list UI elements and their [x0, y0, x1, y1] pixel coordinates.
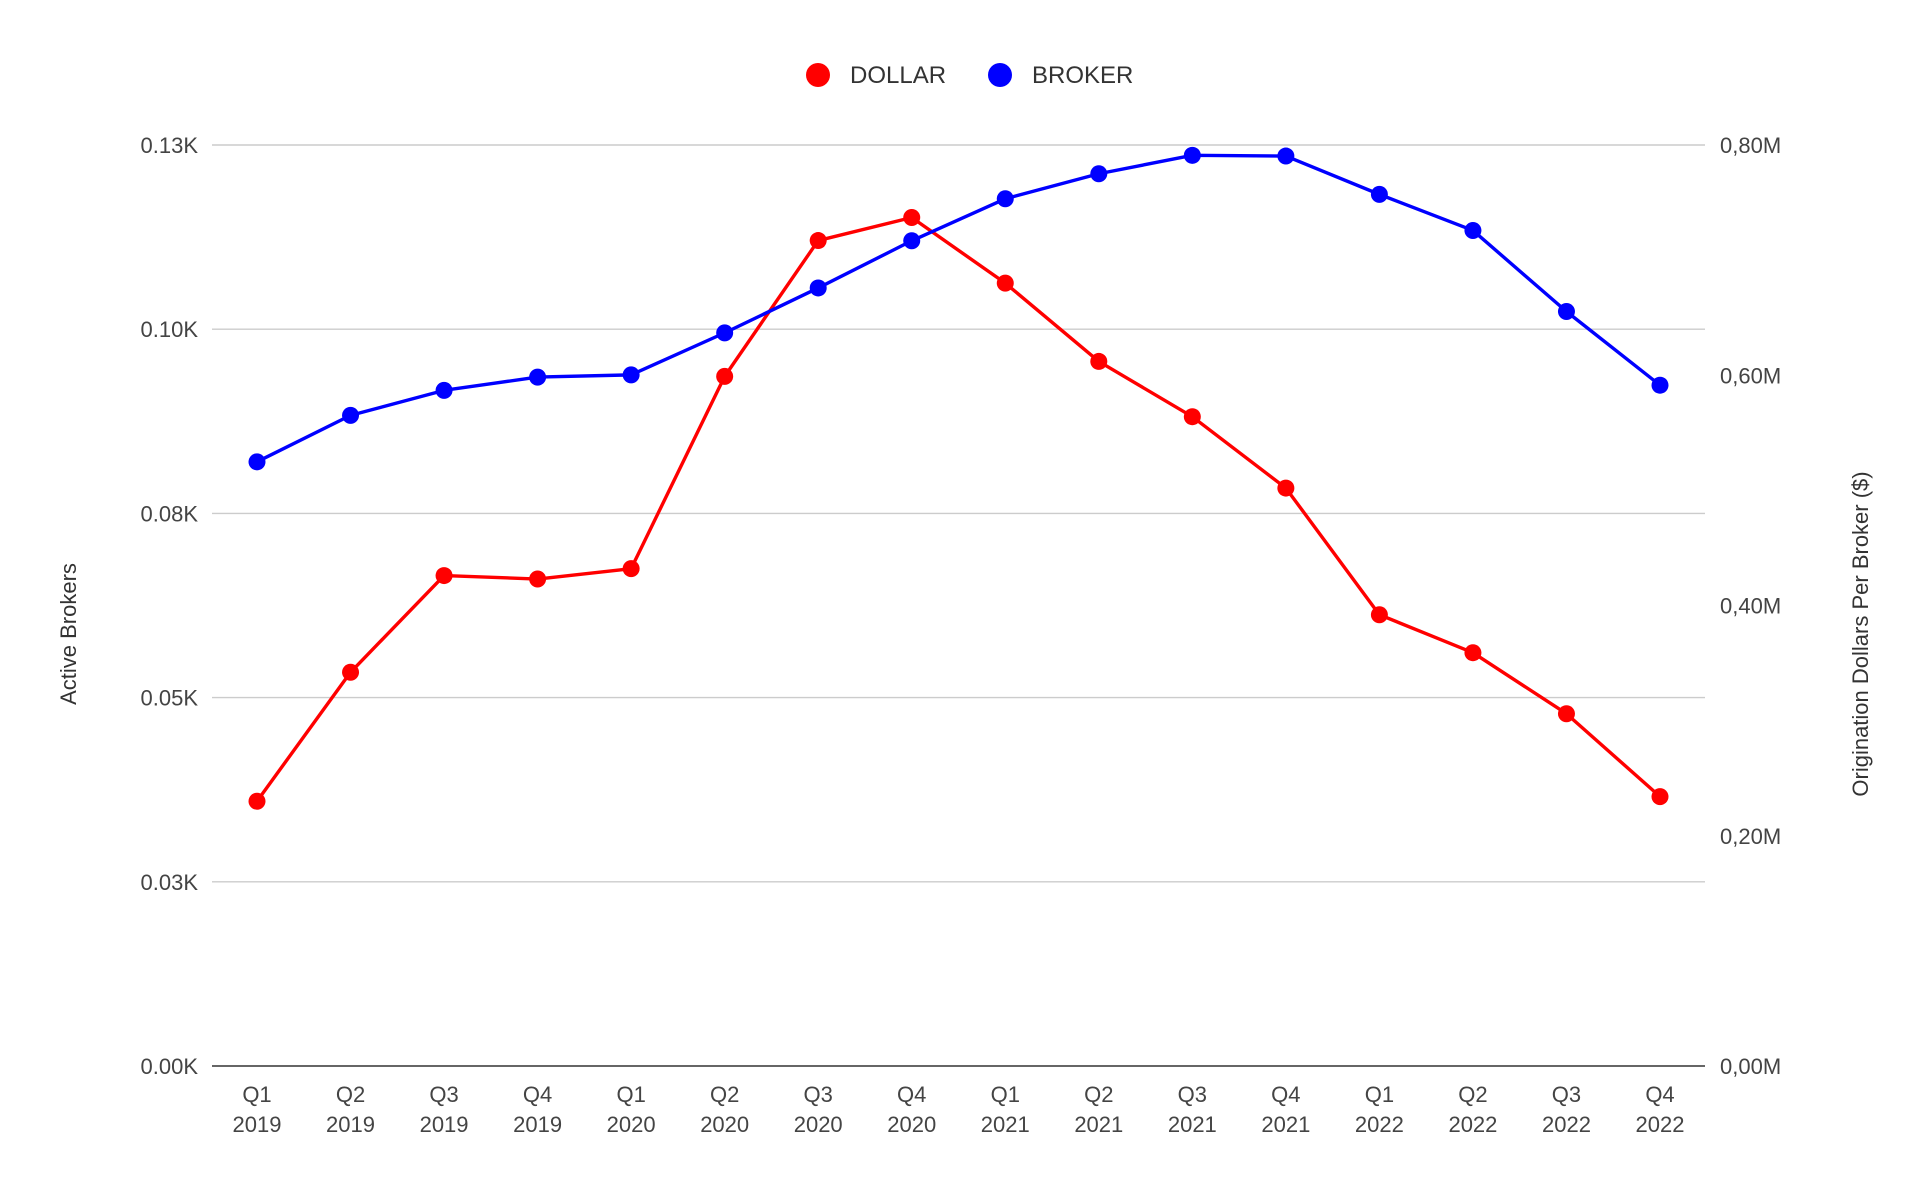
x-tick-year: 2019 — [326, 1112, 375, 1137]
x-axis-ticks: Q1 2019 Q2 2019 Q3 2019 Q4 2019 Q1 2020 Q2 2020 Q3 20… — [233, 1082, 1685, 1137]
x-tick-quarter: Q4 — [1271, 1082, 1300, 1107]
point-broker — [1090, 165, 1108, 183]
point-broker — [996, 190, 1014, 208]
point-broker — [903, 232, 921, 250]
legend-label-dollar: DOLLAR — [850, 62, 946, 89]
point-dollar — [903, 209, 921, 227]
x-tick-year: 2020 — [700, 1112, 749, 1137]
x-tick-year: 2020 — [607, 1112, 656, 1137]
x-tick-quarter: Q3 — [1552, 1082, 1581, 1107]
x-tick-year: 2021 — [1261, 1112, 1310, 1137]
point-broker — [1651, 376, 1669, 394]
point-broker — [716, 324, 734, 342]
x-tick-year: 2020 — [794, 1112, 843, 1137]
x-tick-quarter: Q2 — [710, 1082, 739, 1107]
x-tick-year: 2021 — [1168, 1112, 1217, 1137]
x-tick-quarter: Q1 — [1365, 1082, 1394, 1107]
x-tick-year: 2021 — [981, 1112, 1030, 1137]
x-tick-quarter: Q4 — [897, 1082, 926, 1107]
x-tick-quarter: Q4 — [523, 1082, 552, 1107]
series-layer — [248, 146, 1669, 810]
x-tick-year: 2022 — [1636, 1112, 1685, 1137]
point-dollar — [1183, 408, 1201, 426]
right-axis-ticks: 0,00M 0,20M 0,40M 0,60M 0,80M — [1720, 133, 1781, 1079]
left-tick-label: 0.03K — [141, 870, 199, 895]
point-broker — [342, 406, 360, 424]
point-dollar — [1464, 644, 1482, 662]
series-line-dollar — [255, 215, 1662, 803]
point-dollar — [1651, 788, 1669, 806]
x-tick-quarter: Q2 — [336, 1082, 365, 1107]
point-dollar — [996, 274, 1014, 292]
point-dollar — [529, 570, 547, 588]
legend-label-broker: BROKER — [1032, 62, 1133, 89]
gridlines — [212, 144, 1705, 1067]
legend-marker-broker — [988, 63, 1012, 87]
point-dollar — [1370, 606, 1388, 624]
point-broker — [1370, 185, 1388, 203]
x-tick-year: 2019 — [233, 1112, 282, 1137]
point-dollar — [622, 560, 640, 578]
point-broker — [435, 381, 453, 399]
x-tick-quarter: Q3 — [429, 1082, 458, 1107]
right-tick-label: 0,20M — [1720, 824, 1781, 849]
right-tick-label: 0,40M — [1720, 594, 1781, 619]
point-dollar — [1090, 352, 1108, 370]
x-tick-year: 2022 — [1542, 1112, 1591, 1137]
point-dollar — [809, 232, 827, 250]
point-broker — [809, 279, 827, 297]
left-tick-label: 0.05K — [141, 686, 199, 711]
point-dollar — [1277, 479, 1295, 497]
x-tick-year: 2019 — [513, 1112, 562, 1137]
x-tick-quarter: Q1 — [991, 1082, 1020, 1107]
point-broker — [248, 453, 266, 471]
right-tick-label: 0,60M — [1720, 363, 1781, 388]
point-broker — [1183, 146, 1201, 164]
left-tick-label: 0.00K — [141, 1054, 199, 1079]
x-tick-quarter: Q1 — [242, 1082, 271, 1107]
right-tick-label: 0,80M — [1720, 133, 1781, 158]
point-broker — [1464, 221, 1482, 239]
legend: DOLLAR BROKER — [806, 62, 1133, 89]
point-dollar — [1557, 705, 1575, 723]
left-tick-label: 0.08K — [141, 501, 199, 526]
x-tick-year: 2022 — [1448, 1112, 1497, 1137]
left-tick-label: 0.10K — [141, 317, 199, 342]
right-tick-label: 0,00M — [1720, 1054, 1781, 1079]
left-axis-ticks: 0.00K 0.03K 0.05K 0.08K 0.10K 0.13K — [141, 133, 199, 1079]
x-tick-quarter: Q3 — [1178, 1082, 1207, 1107]
legend-marker-dollar — [806, 63, 830, 87]
x-tick-quarter: Q4 — [1645, 1082, 1674, 1107]
x-tick-year: 2022 — [1355, 1112, 1404, 1137]
x-tick-year: 2021 — [1074, 1112, 1123, 1137]
point-dollar — [716, 367, 734, 385]
left-tick-label: 0.13K — [141, 133, 199, 158]
point-broker — [1557, 303, 1575, 321]
right-axis-title: Origination Dollars Per Broker ($) — [1848, 471, 1873, 796]
point-dollar — [248, 792, 266, 810]
point-broker — [622, 366, 640, 384]
left-axis-title: Active Brokers — [56, 563, 81, 705]
point-dollar — [342, 663, 360, 681]
point-broker — [529, 368, 547, 386]
x-tick-quarter: Q2 — [1084, 1082, 1113, 1107]
x-tick-year: 2020 — [887, 1112, 936, 1137]
x-tick-year: 2019 — [420, 1112, 469, 1137]
x-tick-quarter: Q3 — [804, 1082, 833, 1107]
x-tick-quarter: Q2 — [1458, 1082, 1487, 1107]
point-dollar — [435, 567, 453, 585]
point-broker — [1277, 147, 1295, 165]
x-tick-quarter: Q1 — [616, 1082, 645, 1107]
series-line-broker — [256, 153, 1662, 464]
